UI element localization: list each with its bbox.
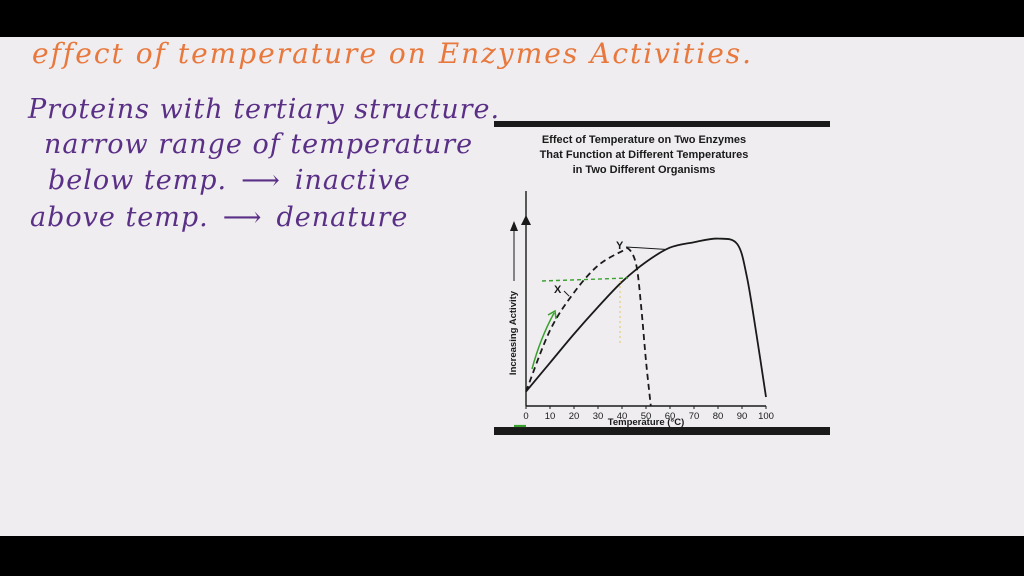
note-line-below-temp: below temp. ⟶ inactive: [48, 165, 411, 196]
x-axis-label: Temperature (°C): [608, 417, 684, 428]
denature-label: denature: [276, 202, 409, 233]
x-tick-label: 20: [569, 411, 580, 422]
note-line-narrow-range: narrow range of temperature: [44, 129, 474, 160]
below-temp-label: below temp.: [48, 165, 228, 196]
right-arrow-icon: ⟶: [241, 165, 281, 196]
x-tick-label: 0: [523, 411, 528, 422]
green-arrow-icon: [531, 312, 555, 370]
x-tick-label: 90: [737, 411, 748, 422]
figure-top-bar: [494, 121, 830, 127]
y-axis-arrowhead: [521, 215, 531, 225]
handwritten-title: effect of temperature on Enzymes Activit…: [32, 37, 754, 70]
green-dashed-peak-line: [541, 277, 629, 282]
enzyme-activity-figure: Effect of Temperature on Two Enzymes Tha…: [494, 121, 830, 437]
x-tick-label: 60: [665, 411, 676, 422]
whiteboard-canvas: effect of temperature on Enzymes Activit…: [0, 37, 1024, 536]
figure-bottom-bar: [494, 427, 830, 435]
note-line-proteins: Proteins with tertiary structure.: [28, 94, 501, 125]
x-tick-label: 70: [689, 411, 700, 422]
green-annotations: [514, 277, 629, 428]
chart: Effect of Temperature on Two Enzymes Tha…: [494, 121, 830, 435]
chart-title-line-1: Effect of Temperature on Two Enzymes: [542, 134, 746, 146]
series-x-leader-line: [563, 290, 570, 297]
series-x-line: [525, 247, 652, 407]
x-tick-label: 10: [545, 411, 556, 422]
chart-title-line-2: That Function at Different Temperatures: [540, 149, 749, 161]
x-tick-labels: 0 10 20 30 40 50 60 70 80 90 100: [523, 406, 774, 422]
series-y-leader-line: [625, 246, 666, 250]
x-tick-label: 50: [641, 411, 652, 422]
x-tick-label: 40: [617, 411, 628, 422]
above-temp-label: above temp.: [30, 202, 209, 233]
series-y-label: Y: [616, 240, 624, 252]
series-x-label: X: [554, 284, 562, 296]
inactive-label: inactive: [294, 165, 411, 196]
x-tick-label: 100: [758, 411, 774, 422]
right-arrow-icon: ⟶: [222, 202, 263, 233]
note-line-above-temp: above temp. ⟶ denature: [30, 202, 408, 233]
y-axis-label: Increasing Activity: [508, 290, 519, 375]
green-arrowhead-icon: [547, 309, 557, 320]
chart-title-line-3: in Two Different Organisms: [573, 164, 716, 176]
x-tick-label: 80: [713, 411, 724, 422]
series-y-line: [525, 237, 767, 398]
y-arrow-icon: [510, 221, 518, 231]
x-tick-label: 30: [593, 411, 604, 422]
